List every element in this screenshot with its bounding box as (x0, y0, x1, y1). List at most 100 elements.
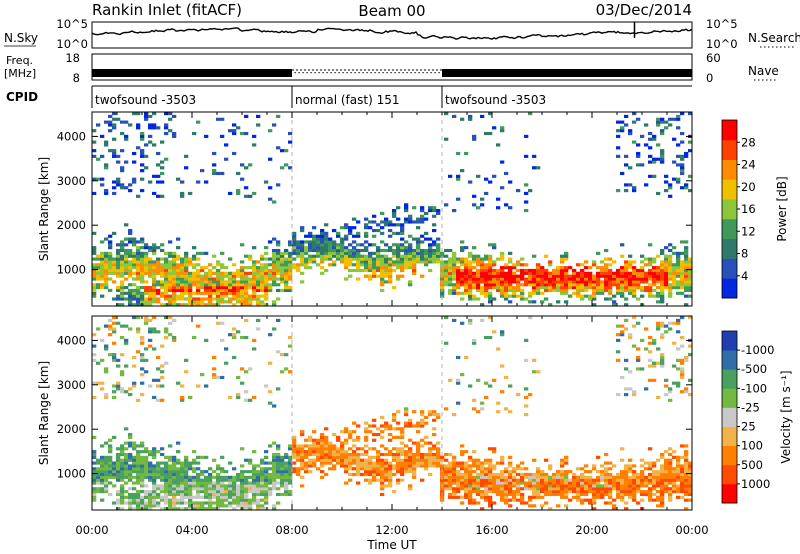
power-cell (468, 251, 473, 255)
velocity-cell (676, 484, 681, 488)
power-cell (164, 297, 169, 301)
velocity-cell (396, 481, 401, 485)
power-cell (400, 268, 405, 273)
power-cell (520, 291, 525, 295)
velocity-cell (660, 324, 665, 328)
velocity-cell (508, 478, 513, 482)
velocity-cell (120, 467, 125, 471)
power-cell (684, 294, 689, 298)
velocity-cell (628, 335, 633, 340)
power-cell (288, 268, 293, 273)
velocity-cell (680, 455, 685, 459)
power-cell (456, 197, 461, 201)
power-cell (688, 268, 693, 273)
power-cell (268, 157, 273, 161)
velocity-cell (324, 461, 329, 465)
velocity-cell (164, 464, 169, 468)
power-cell (672, 266, 677, 270)
power-cell (476, 254, 481, 258)
power-cell (660, 268, 665, 273)
power-cell (384, 254, 389, 258)
power-cell (240, 291, 245, 295)
power-cell (404, 251, 409, 255)
velocity-cell (636, 490, 641, 494)
velocity-cell (380, 415, 385, 419)
power-cell (296, 243, 301, 247)
power-cell (452, 291, 457, 295)
power-cell (144, 297, 149, 301)
velocity-cell (444, 487, 449, 491)
power-cell (520, 274, 525, 278)
power-cell (488, 263, 493, 267)
power-cell (484, 286, 489, 290)
velocity-cell (132, 475, 137, 479)
power-cell (232, 123, 237, 127)
power-cell (664, 266, 669, 270)
power-cell (420, 220, 425, 224)
power-cell (656, 286, 661, 290)
velocity-cell (300, 447, 305, 451)
velocity-cell (92, 487, 97, 491)
power-cell (500, 129, 505, 133)
power-cell (120, 257, 125, 261)
power-cell (532, 291, 537, 295)
power-cell (456, 283, 461, 287)
velocity-cell (564, 478, 569, 482)
power-cell (128, 288, 133, 293)
power-cell (604, 280, 609, 284)
velocity-cell (320, 435, 325, 439)
velocity-cell (256, 318, 261, 322)
velocity-cell (512, 484, 517, 488)
power-cell (372, 214, 377, 218)
velocity-cell (388, 475, 393, 479)
power-cell (520, 268, 525, 273)
power-cell (140, 237, 145, 241)
power-cell (428, 257, 433, 261)
velocity-cell (112, 501, 117, 505)
velocity-cell (352, 438, 357, 442)
velocity-cell (648, 364, 653, 368)
power-cell (208, 283, 213, 287)
power-cell (432, 228, 437, 233)
power-cell (500, 186, 505, 190)
velocity-cell (448, 464, 453, 468)
velocity-cell (108, 475, 113, 479)
power-cell (140, 268, 145, 273)
velocity-cell (480, 507, 485, 511)
velocity-cell (236, 393, 241, 397)
power-cell (536, 283, 541, 287)
velocity-cell (636, 347, 641, 351)
velocity-cell (616, 475, 621, 479)
velocity-cell (608, 467, 613, 471)
power-cell (472, 260, 477, 264)
velocity-cell (212, 490, 217, 494)
velocity-colorbar-segment (722, 369, 737, 389)
power-cell (136, 291, 141, 295)
velocity-cell (672, 321, 677, 325)
power-cell (372, 266, 377, 270)
velocity-cell (576, 481, 581, 485)
power-cell (364, 266, 369, 270)
velocity-colorbar-frame (721, 330, 738, 504)
velocity-cell (284, 472, 289, 477)
velocity-cell (180, 487, 185, 491)
power-cell (628, 254, 633, 258)
power-cell (684, 186, 689, 190)
velocity-cell (524, 484, 529, 488)
power-cell (168, 280, 173, 284)
power-cell (372, 268, 377, 273)
velocity-cell (572, 478, 577, 482)
power-cell (340, 254, 345, 258)
power-cell (532, 277, 537, 281)
velocity-cell (572, 495, 577, 499)
velocity-cell (400, 432, 405, 437)
power-cell (116, 266, 121, 270)
power-cell (360, 257, 365, 261)
power-cell (300, 271, 305, 275)
power-cell (408, 263, 413, 267)
velocity-cell (316, 450, 321, 454)
velocity-cell (236, 501, 241, 505)
power-cell (528, 271, 533, 275)
power-cell (276, 268, 281, 273)
velocity-cell (288, 370, 293, 374)
